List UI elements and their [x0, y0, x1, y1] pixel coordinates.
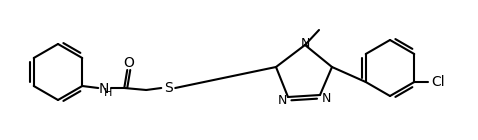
Text: O: O: [123, 56, 134, 70]
Text: Cl: Cl: [432, 75, 445, 89]
Text: N: N: [277, 94, 287, 107]
Text: N: N: [99, 82, 109, 96]
Text: H: H: [104, 88, 112, 98]
Text: N: N: [300, 37, 310, 50]
Text: S: S: [164, 81, 173, 95]
Text: N: N: [321, 92, 331, 104]
